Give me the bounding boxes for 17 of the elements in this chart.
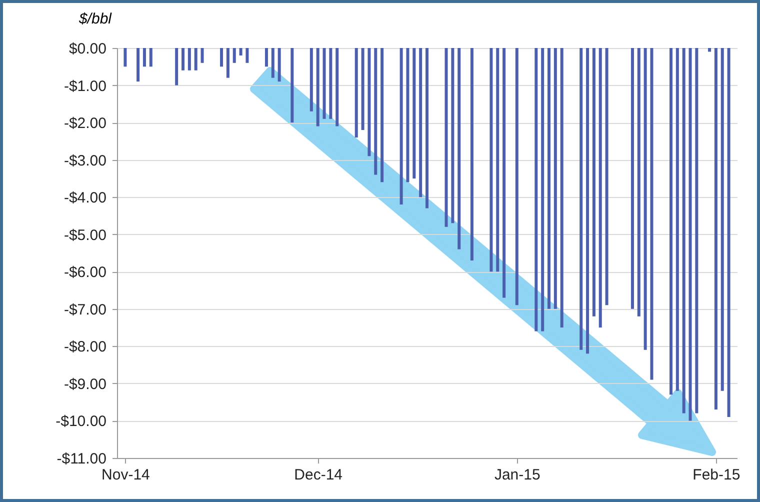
y-tick-label: -$4.00 (64, 190, 106, 207)
x-tick-label: Nov-14 (102, 466, 150, 484)
y-tick-label: -$7.00 (64, 301, 106, 318)
y-tick-label: -$11.00 (56, 450, 106, 468)
y-tick-label: -$1.00 (64, 78, 106, 95)
y-tick-label: -$10.00 (56, 413, 106, 430)
y-tick-label: -$9.00 (64, 376, 106, 393)
y-tick-label: -$8.00 (64, 338, 106, 356)
y-tick-label: -$2.00 (64, 115, 106, 132)
x-tick-label: Dec-14 (294, 466, 343, 484)
y-tick-label: -$5.00 (64, 226, 106, 244)
y-tick-label: -$3.00 (64, 152, 106, 170)
y-tick-label: -$6.00 (64, 264, 106, 282)
x-tick-label: Feb-15 (692, 466, 740, 484)
y-tick-label: $0.00 (68, 40, 106, 58)
y-axis-title: $/bbl (78, 10, 112, 28)
x-tick-label: Jan-15 (494, 466, 540, 484)
